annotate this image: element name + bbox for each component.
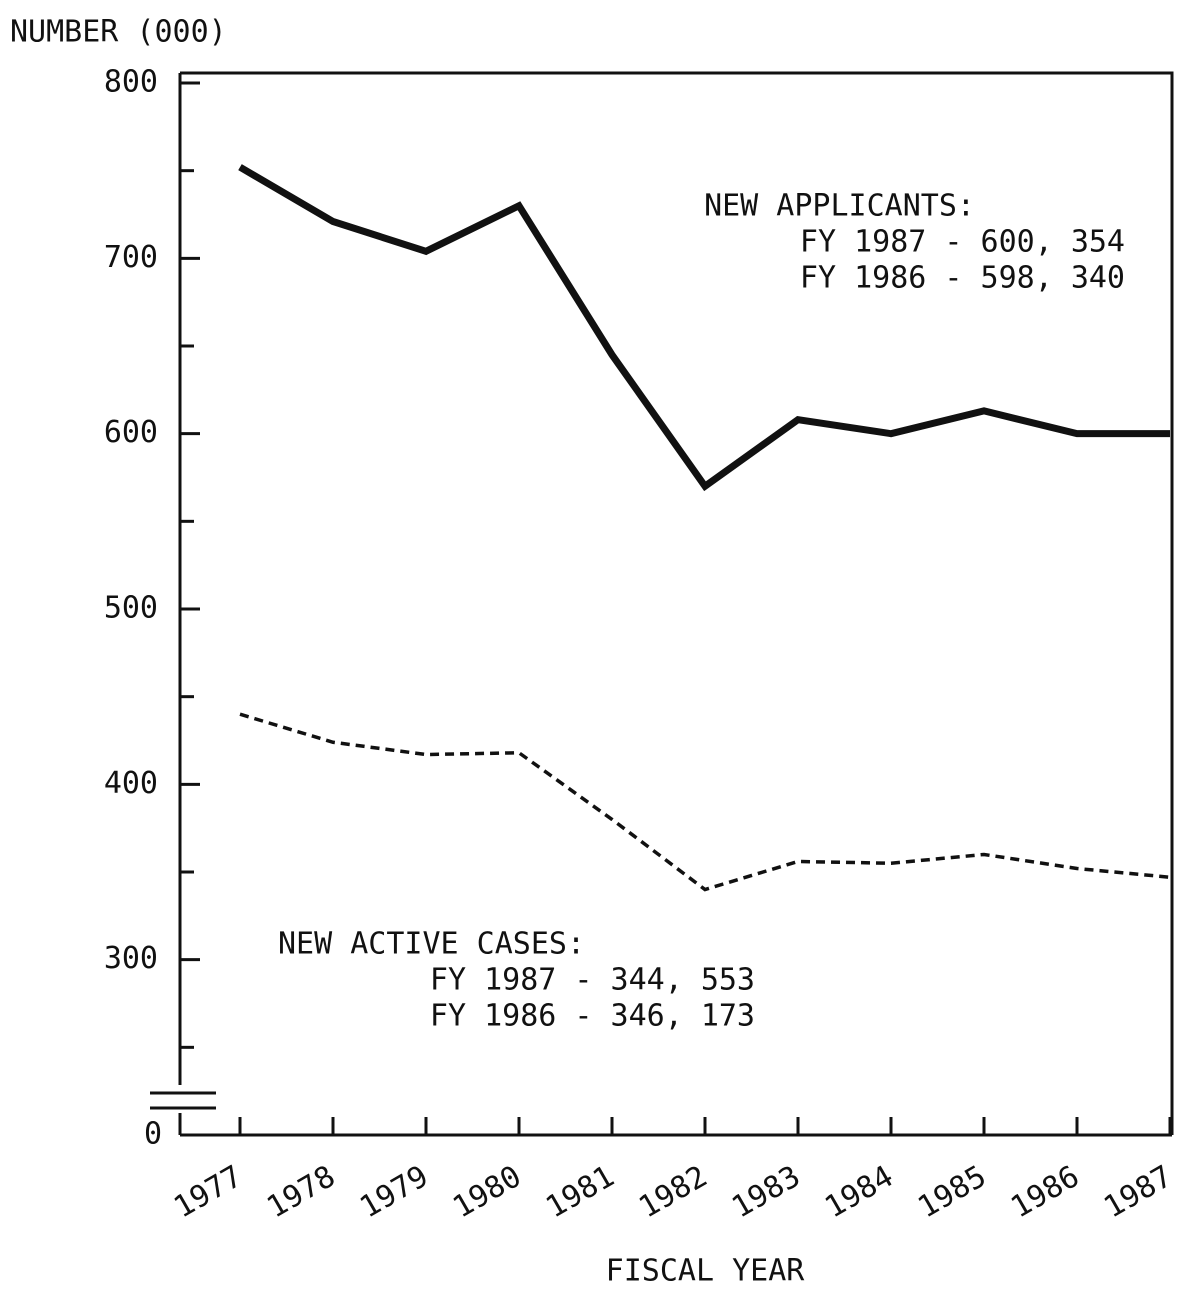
x-tick-label: 1978 <box>261 1159 341 1225</box>
x-tick-label: 1984 <box>819 1159 899 1225</box>
y-tick-label: 700 <box>104 240 158 275</box>
frame <box>180 71 1174 1135</box>
data-line <box>238 164 1170 492</box>
data-line <box>239 712 1171 892</box>
x-tick-label: 1981 <box>540 1159 620 1225</box>
annotation: FY 1987 - 600, 354 <box>800 225 1125 260</box>
y-tick-label: 400 <box>104 766 158 801</box>
annotation: FY 1986 - 598, 340 <box>800 261 1125 296</box>
y-tick-label: 800 <box>104 65 158 100</box>
y-axis-label: NUMBER (000) <box>10 15 227 50</box>
x-tick-label: 1979 <box>354 1159 434 1225</box>
annotation: NEW APPLICANTS: <box>704 189 975 224</box>
x-tick-label: 1986 <box>1005 1159 1085 1225</box>
annotation: FY 1987 - 344, 553 <box>430 963 755 998</box>
y-tick-label: 600 <box>104 415 158 450</box>
x-tick-label: 1987 <box>1098 1159 1178 1225</box>
y-tick-label: 0 <box>144 1117 162 1152</box>
y-tick-label: 500 <box>104 591 158 626</box>
x-axis-label: FISCAL YEAR <box>606 1254 806 1289</box>
annotation: NEW ACTIVE CASES: <box>278 927 585 962</box>
x-tick-label: 1980 <box>447 1159 527 1225</box>
y-tick-label: 300 <box>104 941 158 976</box>
x-tick-label: 1982 <box>633 1159 713 1225</box>
x-tick-label: 1985 <box>912 1159 992 1225</box>
annotation: FY 1986 - 346, 173 <box>430 999 755 1034</box>
x-tick-label: 1983 <box>726 1159 806 1225</box>
x-tick-label: 1977 <box>168 1159 248 1225</box>
